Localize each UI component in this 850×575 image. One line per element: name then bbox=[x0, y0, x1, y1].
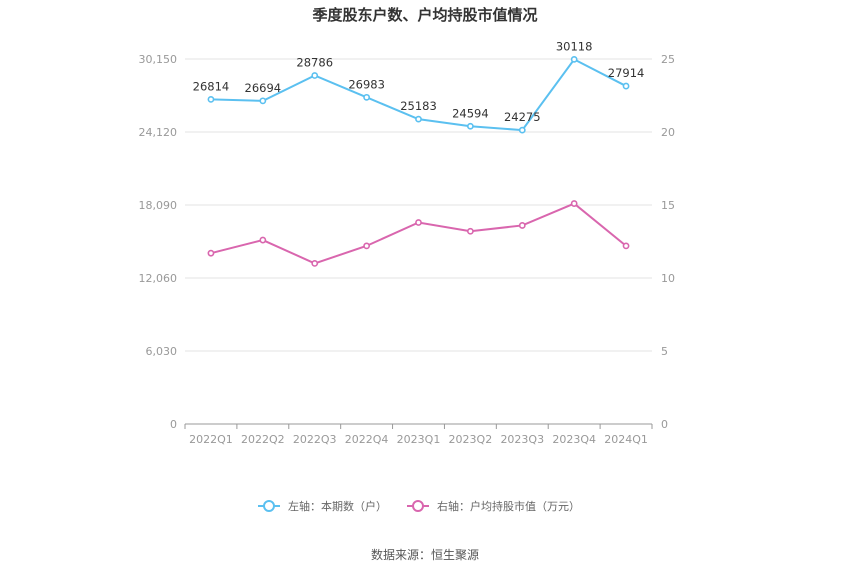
data-label: 25183 bbox=[400, 99, 437, 113]
series-line-2 bbox=[210, 202, 627, 265]
data-point bbox=[518, 222, 526, 229]
data-point bbox=[622, 242, 630, 250]
data-point bbox=[415, 115, 422, 123]
data-point bbox=[466, 227, 474, 235]
left-axis-tick-label: 0 bbox=[170, 418, 177, 431]
x-axis-tick-label: 2022Q3 bbox=[293, 433, 337, 446]
data-point bbox=[570, 200, 578, 207]
x-axis-tick-label: 2023Q4 bbox=[552, 433, 596, 446]
data-label: 27914 bbox=[608, 66, 645, 80]
chart-title: 季度股东户数、户均持股市值情况 bbox=[312, 6, 538, 24]
x-axis-tick-label: 2023Q1 bbox=[397, 433, 441, 446]
left-axis-tick-label: 30,150 bbox=[139, 53, 178, 66]
data-label: 26814 bbox=[193, 79, 230, 93]
data-point bbox=[311, 72, 319, 79]
data-point bbox=[466, 122, 474, 130]
x-axis-tick-label: 2022Q4 bbox=[345, 433, 389, 446]
data-point bbox=[207, 95, 215, 103]
data-label: 24275 bbox=[504, 110, 541, 124]
right-axis-tick-label: 25 bbox=[661, 53, 675, 66]
data-point bbox=[518, 126, 526, 134]
right-axis-tick-label: 20 bbox=[661, 126, 675, 139]
data-label: 26983 bbox=[348, 77, 385, 91]
data-point bbox=[570, 55, 578, 63]
x-axis-tick-label: 2023Q2 bbox=[449, 433, 493, 446]
data-label: 26694 bbox=[245, 81, 282, 95]
left-axis-tick-label: 18,090 bbox=[139, 199, 178, 212]
data-point bbox=[259, 236, 267, 244]
x-axis-tick-label: 2024Q1 bbox=[604, 433, 648, 446]
left-axis-tick-label: 24,120 bbox=[139, 126, 178, 139]
data-label: 30118 bbox=[556, 39, 593, 53]
data-point bbox=[311, 259, 319, 267]
x-axis-tick-label: 2023Q3 bbox=[500, 433, 544, 446]
data-source-note: 数据来源：恒生聚源 bbox=[370, 548, 479, 562]
right-axis-tick-label: 15 bbox=[661, 199, 675, 212]
left-axis-tick-label: 6,030 bbox=[146, 345, 178, 358]
legend-marker-circle bbox=[263, 500, 275, 512]
x-axis-tick-label: 2022Q2 bbox=[241, 433, 285, 446]
data-label: 24594 bbox=[452, 106, 489, 120]
data-point bbox=[415, 219, 422, 226]
data-point bbox=[259, 97, 267, 105]
right-axis-tick-label: 10 bbox=[661, 272, 675, 285]
data-point bbox=[207, 249, 215, 257]
data-point bbox=[622, 82, 630, 90]
left-axis-tick-label: 12,060 bbox=[139, 272, 178, 285]
data-point bbox=[363, 93, 371, 101]
x-axis-tick-label: 2022Q1 bbox=[189, 433, 233, 446]
data-label: 28786 bbox=[296, 56, 333, 70]
right-axis-tick-label: 0 bbox=[661, 418, 668, 431]
legend-marker-circle bbox=[412, 500, 424, 512]
legend-entry: 右轴：户均持股市值（万元） bbox=[437, 499, 580, 513]
right-axis-tick-label: 5 bbox=[661, 345, 668, 358]
data-point bbox=[363, 242, 371, 250]
legend-entry: 左轴：本期数（户） bbox=[288, 499, 387, 513]
